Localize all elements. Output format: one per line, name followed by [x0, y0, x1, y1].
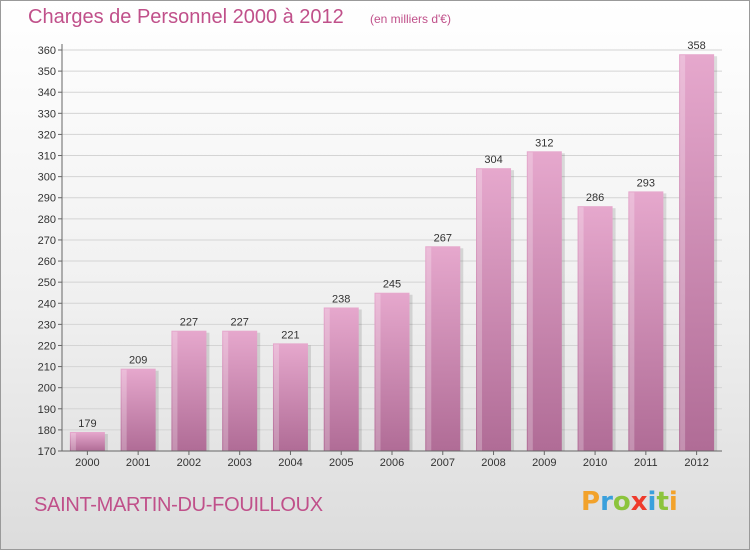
logo-letter: t [656, 487, 669, 517]
x-tick-label: 2009 [532, 457, 556, 469]
x-tick-label: 2004 [278, 457, 302, 469]
bar [374, 292, 410, 451]
x-tick-label: 2008 [481, 457, 505, 469]
data-label: 304 [484, 154, 502, 166]
y-tick-label: 350 [38, 66, 56, 78]
bar-highlight [629, 192, 635, 451]
x-tick-label: 2010 [583, 457, 607, 469]
data-label: 286 [586, 192, 604, 204]
bar [272, 343, 308, 451]
bar-highlight [223, 331, 229, 451]
data-label: 221 [281, 329, 299, 341]
bars: 179 209 227 227 221 238 245 267 304 312 286 293 358 [69, 40, 718, 452]
bar-highlight [121, 369, 127, 451]
data-label: 227 [231, 317, 249, 329]
y-tick-label: 180 [38, 425, 56, 437]
data-label: 179 [78, 418, 96, 430]
y-tick-label: 210 [38, 362, 56, 374]
bar-highlight [426, 247, 432, 451]
bar [425, 246, 461, 451]
x-axis: 2000 2001 2002 2003 2004 2005 2006 2007 2008 2009… [62, 450, 722, 469]
x-tick-label: 2011 [634, 457, 658, 469]
x-tick-label: 2007 [431, 457, 455, 469]
y-tick-label: 220 [38, 340, 56, 352]
data-label: 358 [687, 40, 705, 52]
logo-letter: x [630, 487, 648, 517]
bar [222, 330, 258, 451]
y-tick-label: 270 [38, 235, 56, 247]
chart-subtitle: (en milliers d'€) [370, 12, 451, 26]
x-tick-label: 2006 [380, 457, 404, 469]
y-tick-label: 360 [38, 45, 56, 57]
x-tick-label: 2012 [684, 457, 708, 469]
x-tick-label: 2000 [75, 457, 99, 469]
bar [476, 168, 512, 452]
data-label: 238 [332, 293, 350, 305]
bar-highlight [273, 344, 279, 451]
bar [679, 54, 715, 451]
y-tick-label: 290 [38, 193, 56, 205]
commune-name: SAINT-MARTIN-DU-FOUILLOUX [34, 494, 323, 516]
x-tick-label: 2002 [177, 457, 201, 469]
y-tick-label: 170 [38, 446, 56, 458]
logo-letter: i [647, 487, 657, 517]
bar-highlight [375, 293, 381, 451]
data-label: 267 [434, 232, 452, 244]
y-tick-label: 340 [38, 87, 56, 99]
y-tick-label: 320 [38, 129, 56, 141]
bar-highlight [680, 55, 686, 451]
bar-highlight [324, 308, 330, 451]
bar-highlight [172, 331, 178, 451]
bar [577, 206, 613, 451]
y-tick-label: 250 [38, 277, 56, 289]
logo-letter: P [581, 487, 601, 517]
bar-highlight [527, 152, 533, 451]
x-tick-label: 2005 [329, 457, 353, 469]
data-label: 209 [129, 355, 147, 367]
y-tick-label: 260 [38, 256, 56, 268]
logo-letter: o [612, 487, 631, 517]
y-tick-label: 240 [38, 298, 56, 310]
y-tick-label: 300 [38, 172, 56, 184]
bar-highlight [578, 207, 584, 451]
bar-highlight [70, 433, 76, 451]
bar [69, 432, 105, 451]
bar [323, 307, 359, 451]
data-label: 245 [383, 279, 401, 291]
y-tick-label: 230 [38, 319, 56, 331]
bar [526, 151, 562, 451]
chart-title: Charges de Personnel 2000 à 2012 [28, 6, 344, 28]
y-axis: 170 180 190 200 210 220 230 240 250 260 270 280 290 3… [38, 44, 63, 458]
logo-letter: r [600, 487, 613, 517]
proxiti-logo[interactable]: Proxiti [581, 487, 678, 517]
y-tick-label: 190 [38, 404, 56, 416]
y-tick-label: 330 [38, 108, 56, 120]
x-tick-label: 2003 [227, 457, 251, 469]
bar [628, 191, 664, 451]
bar [120, 368, 156, 451]
y-tick-label: 200 [38, 383, 56, 395]
y-tick-label: 280 [38, 214, 56, 226]
x-tick-label: 2001 [126, 457, 150, 469]
bar [171, 330, 207, 451]
y-tick-label: 310 [38, 151, 56, 163]
bar-highlight [477, 169, 483, 452]
logo-letter: i [668, 487, 678, 517]
data-label: 312 [535, 137, 553, 149]
data-label: 293 [637, 177, 655, 189]
data-label: 227 [180, 317, 198, 329]
